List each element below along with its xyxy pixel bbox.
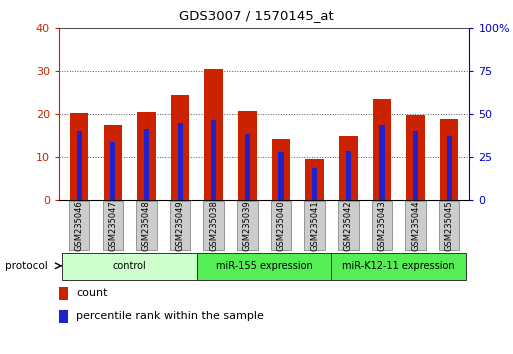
- Bar: [372, 99, 391, 200]
- Bar: [76, 131, 82, 200]
- Bar: [379, 125, 385, 200]
- FancyBboxPatch shape: [372, 201, 392, 250]
- Bar: [305, 159, 324, 200]
- FancyBboxPatch shape: [170, 201, 190, 250]
- Bar: [339, 136, 358, 200]
- FancyBboxPatch shape: [103, 201, 123, 250]
- Text: GDS3007 / 1570145_at: GDS3007 / 1570145_at: [179, 9, 334, 22]
- FancyBboxPatch shape: [271, 201, 291, 250]
- Bar: [312, 168, 317, 200]
- FancyBboxPatch shape: [338, 201, 359, 250]
- Text: GSM235043: GSM235043: [378, 200, 386, 251]
- Bar: [144, 129, 149, 200]
- Bar: [104, 125, 122, 200]
- Bar: [59, 287, 68, 300]
- Bar: [70, 113, 88, 200]
- FancyBboxPatch shape: [204, 201, 224, 250]
- Text: GSM235046: GSM235046: [75, 200, 84, 251]
- Bar: [413, 131, 418, 200]
- Bar: [205, 69, 223, 200]
- Text: GSM235039: GSM235039: [243, 200, 252, 251]
- Text: GSM235045: GSM235045: [445, 200, 453, 251]
- Bar: [211, 120, 216, 200]
- Bar: [137, 112, 156, 200]
- Bar: [110, 142, 115, 200]
- Text: GSM235041: GSM235041: [310, 200, 319, 251]
- Bar: [406, 115, 425, 200]
- FancyBboxPatch shape: [331, 252, 466, 280]
- Bar: [238, 111, 256, 200]
- Text: protocol: protocol: [5, 261, 48, 272]
- FancyBboxPatch shape: [63, 252, 197, 280]
- Text: GSM235044: GSM235044: [411, 200, 420, 251]
- FancyBboxPatch shape: [405, 201, 426, 250]
- Bar: [346, 150, 351, 200]
- Bar: [177, 123, 183, 200]
- FancyBboxPatch shape: [136, 201, 156, 250]
- Text: miR-155 expression: miR-155 expression: [216, 261, 312, 271]
- Bar: [245, 134, 250, 200]
- Text: GSM235042: GSM235042: [344, 200, 353, 251]
- Text: percentile rank within the sample: percentile rank within the sample: [76, 312, 264, 321]
- FancyBboxPatch shape: [237, 201, 258, 250]
- Text: GSM235040: GSM235040: [277, 200, 286, 251]
- FancyBboxPatch shape: [197, 252, 331, 280]
- Text: control: control: [113, 261, 147, 271]
- Bar: [272, 139, 290, 200]
- Text: GSM235047: GSM235047: [108, 200, 117, 251]
- Bar: [171, 95, 189, 200]
- Bar: [59, 310, 68, 323]
- Bar: [440, 119, 459, 200]
- FancyBboxPatch shape: [304, 201, 325, 250]
- Text: GSM235049: GSM235049: [175, 200, 185, 251]
- Text: GSM235048: GSM235048: [142, 200, 151, 251]
- Bar: [447, 136, 452, 200]
- FancyBboxPatch shape: [69, 201, 89, 250]
- FancyBboxPatch shape: [439, 201, 460, 250]
- Bar: [279, 152, 284, 200]
- Text: count: count: [76, 289, 108, 298]
- Text: miR-K12-11 expression: miR-K12-11 expression: [343, 261, 455, 271]
- Text: GSM235038: GSM235038: [209, 200, 218, 251]
